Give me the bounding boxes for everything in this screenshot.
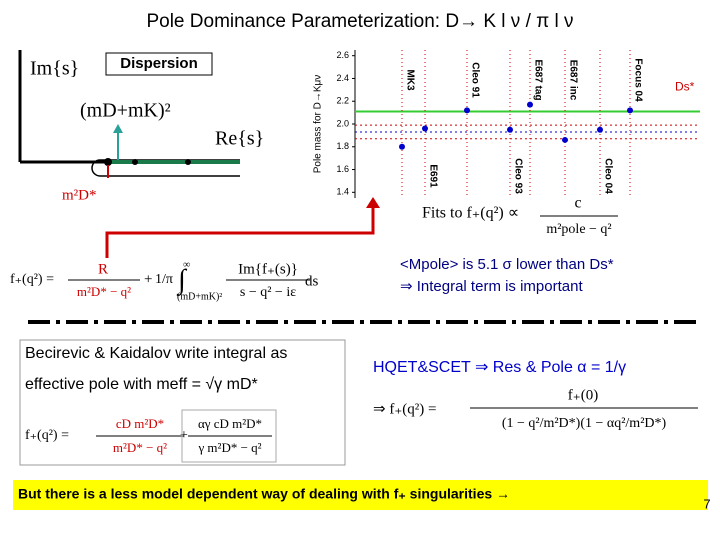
data-point: [464, 107, 470, 114]
fit-numerator: c: [574, 195, 581, 212]
point-label: E687 inc: [567, 60, 578, 101]
footer-text: But there is a less model dependent way …: [18, 486, 510, 502]
box-plus: +: [180, 428, 188, 443]
point-label: Cleo 04: [602, 158, 613, 194]
y-tick-label: 2.0: [336, 118, 349, 128]
arrowhead: [113, 124, 123, 133]
data-point: [562, 136, 568, 143]
pole-point: [104, 158, 112, 166]
pole-mass-plot: 1.4 1.6 1.8 2.0 2.2 2.4 2.6 Pole mass for D→Kμν…: [313, 50, 700, 198]
point-label: MK3: [404, 69, 415, 91]
conclusion-1: <Mpole> is 5.1 σ lower than Ds*: [400, 256, 614, 273]
hqet-line: HQET&SCET ⇒ Res & Pole α = 1/γ: [373, 359, 626, 376]
point-label: Cleo 91: [469, 62, 480, 98]
integrand-den: s − q² − iε: [240, 285, 296, 300]
box-line-1: Becirevic & Kaidalov write integral as: [25, 345, 287, 362]
threshold-point: [132, 159, 138, 165]
y-tick-label: 1.4: [336, 187, 349, 197]
y-tick-label: 1.8: [336, 141, 349, 151]
y-tick-label: 2.4: [336, 73, 349, 83]
data-point: [597, 126, 603, 133]
box-t1-den: m²D* − q²: [113, 440, 167, 455]
ds-star-label: Ds*: [675, 80, 695, 94]
fit-denominator: m²pole − q²: [546, 222, 611, 237]
box-t2-num: αγ cD m²D*: [198, 416, 262, 431]
point-label: Focus 04: [632, 58, 643, 102]
title: Pole Dominance Parameterization: D→ K l …: [146, 11, 573, 32]
arrowhead: [366, 197, 380, 208]
data-point: [422, 125, 428, 132]
ds: ds: [305, 273, 319, 289]
box-t1-num: cD m²D*: [116, 416, 164, 431]
box-line-2: effective pole with meff = √γ mD*: [25, 376, 258, 393]
data-point: [399, 143, 405, 150]
term-box: [181, 409, 277, 463]
cut-point: [185, 159, 191, 165]
box-t2-den: γ m²D* − q²: [197, 440, 261, 455]
integral-lower: (mD+mK)²: [177, 291, 222, 302]
integral-upper: ∞: [183, 259, 190, 270]
plus: +: [144, 271, 152, 287]
pole-label: m²D*: [62, 187, 97, 203]
point-label: Cleo 93: [512, 158, 523, 194]
im-axis-label: Im{s}: [30, 58, 79, 80]
data-point: [527, 101, 533, 108]
y-tick-label: 2.2: [336, 96, 349, 106]
y-tick-label: 1.6: [336, 164, 349, 174]
point-label: E687 tag: [532, 59, 543, 100]
threshold-label: (mD+mK)²: [80, 100, 171, 122]
formula-num: R: [98, 261, 108, 277]
hqet-lhs: ⇒ f₊(q²) =: [373, 401, 436, 417]
conclusion-2: ⇒ Integral term is important: [400, 278, 583, 295]
formula-lhs: f₊(q²) =: [10, 272, 54, 287]
hqet-den: (1 − q²/m²D*)(1 − αq²/m²D*): [502, 416, 667, 431]
point-label: E691: [427, 164, 438, 188]
box-lhs: f₊(q²) =: [25, 428, 69, 443]
data-point: [507, 126, 513, 133]
fit-text: Fits to f₊(q²) ∝: [422, 205, 519, 222]
footer-bar: [13, 480, 708, 510]
y-tick-label: 2.6: [336, 50, 349, 60]
bracket: [105, 205, 375, 258]
page-number: 7: [703, 496, 710, 511]
formula-den: m²D* − q²: [77, 284, 131, 299]
dispersion-label: Dispersion: [120, 55, 198, 72]
dispersion-box: [105, 52, 213, 76]
data-point: [627, 107, 633, 114]
pi-factor: 1/π: [155, 272, 173, 287]
integral-sign: ∫: [176, 264, 188, 296]
integrand-num: Im{f₊(s)}: [238, 261, 298, 277]
hqet-num: f₊(0): [568, 387, 598, 403]
y-axis-label: Pole mass for D→Kμν: [313, 75, 324, 174]
contour: [91, 159, 240, 177]
re-axis-label: Re{s}: [215, 128, 264, 150]
